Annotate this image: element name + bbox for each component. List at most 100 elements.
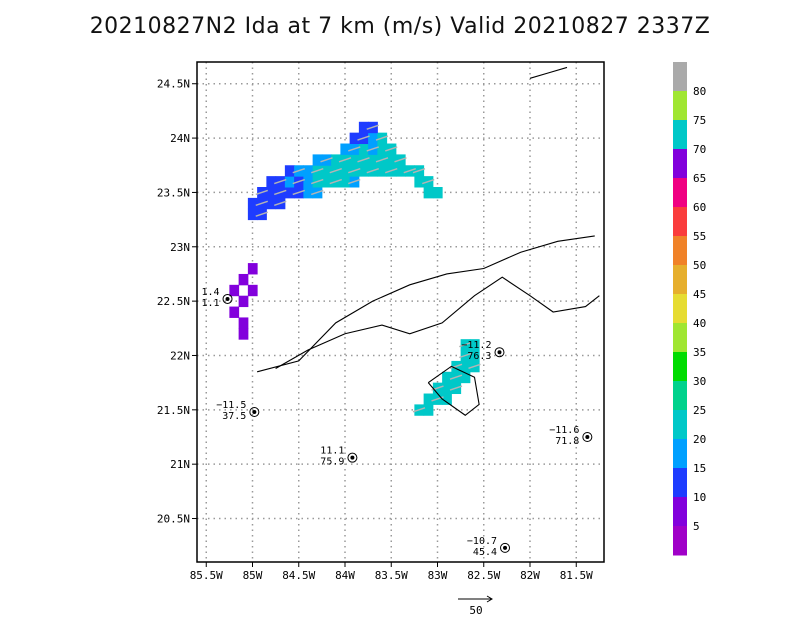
colorbar-label: 10 bbox=[693, 491, 706, 504]
colorbar-segment bbox=[673, 120, 687, 150]
isle-coast bbox=[427, 365, 480, 416]
coastline bbox=[256, 66, 600, 416]
wind-vector bbox=[449, 363, 463, 370]
colorbar-label: 15 bbox=[693, 462, 706, 475]
colorbar-segment bbox=[673, 62, 687, 92]
velocity-cell bbox=[247, 197, 258, 210]
velocity-cell bbox=[266, 176, 277, 188]
velocity-cell bbox=[238, 317, 249, 329]
wind-vector bbox=[320, 157, 333, 163]
keys-coast bbox=[529, 66, 568, 79]
colorbar-label: 30 bbox=[693, 375, 706, 388]
colorbar-segment bbox=[673, 468, 687, 498]
velocity-cell bbox=[460, 371, 471, 384]
velocity-cell bbox=[469, 350, 480, 362]
obs-top: −11.5 bbox=[216, 400, 246, 411]
wind-vector bbox=[459, 341, 472, 348]
colorbar-segment bbox=[673, 207, 687, 237]
wind-vector bbox=[348, 146, 361, 152]
velocity-cell bbox=[358, 165, 369, 177]
wind-vector bbox=[329, 168, 342, 174]
station-dot bbox=[252, 410, 257, 414]
velocity-cell bbox=[349, 132, 360, 145]
velocity-cell bbox=[423, 187, 434, 199]
plot-frame bbox=[196, 61, 605, 563]
velocity-cell bbox=[247, 208, 258, 221]
colorbar-label: 45 bbox=[693, 288, 706, 301]
observation: 1.41.1 bbox=[201, 287, 233, 309]
obs-bottom: 76.3 bbox=[467, 351, 491, 362]
x-tick-label: 82W bbox=[520, 569, 540, 582]
velocity-cells bbox=[229, 121, 481, 416]
station-ring bbox=[582, 432, 593, 442]
y-tick-label: 24.5N bbox=[157, 78, 190, 91]
wind-vector bbox=[375, 135, 389, 141]
obs-bottom: 1.1 bbox=[201, 298, 219, 309]
velocity-cell bbox=[284, 176, 295, 188]
station-ring bbox=[347, 452, 358, 463]
velocity-cell bbox=[368, 132, 378, 145]
wind-vector bbox=[348, 178, 361, 185]
observation: −10.745.4 bbox=[467, 536, 511, 558]
colorbar-label: 75 bbox=[693, 114, 706, 127]
velocity-cell bbox=[321, 176, 332, 188]
station-dot bbox=[350, 455, 355, 460]
y-tick-label: 24N bbox=[170, 132, 190, 145]
wind-vector bbox=[329, 178, 342, 185]
wind-vector bbox=[255, 211, 268, 217]
velocity-cell bbox=[238, 295, 249, 308]
colorbar-segment bbox=[673, 294, 687, 324]
velocity-cell bbox=[247, 263, 258, 275]
obs-bottom: 75.9 bbox=[320, 457, 344, 468]
velocity-cell bbox=[321, 165, 332, 177]
wind-vector bbox=[403, 168, 416, 174]
axes: 85.5W 85W 84.5W 84W 83.5W 83W 82.5W 82W 81.5W 20.… bbox=[157, 61, 605, 582]
station-dot bbox=[497, 350, 502, 355]
wind-vector bbox=[468, 363, 481, 370]
wind-vector bbox=[348, 168, 361, 174]
wind-vector bbox=[311, 189, 324, 196]
wind-vector bbox=[292, 178, 305, 185]
observation: 11.175.9 bbox=[320, 446, 358, 468]
velocity-cell bbox=[303, 187, 314, 199]
coast-north bbox=[256, 235, 595, 373]
velocity-cell bbox=[238, 273, 249, 286]
x-tick-label: 82.5W bbox=[467, 569, 500, 582]
reference-vector: 50 bbox=[458, 595, 493, 617]
velocity-cell bbox=[266, 197, 277, 210]
station-ring bbox=[222, 293, 233, 304]
wind-vector bbox=[385, 146, 398, 152]
velocity-cell bbox=[238, 328, 249, 340]
y-tick-label: 22N bbox=[170, 349, 190, 362]
wind-vector bbox=[338, 157, 352, 163]
colorbar-segment bbox=[673, 352, 687, 382]
velocity-cell bbox=[340, 165, 351, 177]
velocity-cell bbox=[247, 284, 258, 297]
y-tick-label: 23N bbox=[170, 241, 190, 254]
colorbar-segment bbox=[673, 236, 687, 266]
velocity-cell bbox=[349, 154, 360, 166]
colorbar-label: 55 bbox=[693, 230, 706, 243]
station-dot bbox=[585, 435, 590, 439]
west-blob bbox=[229, 263, 258, 340]
velocity-cell bbox=[358, 143, 369, 155]
map-layer bbox=[197, 62, 604, 562]
wind-vector bbox=[449, 385, 463, 391]
wind-vector bbox=[366, 124, 379, 130]
obs-top: −10.7 bbox=[467, 536, 497, 547]
obs-bottom: 37.5 bbox=[222, 411, 246, 422]
reference-arrowhead bbox=[486, 595, 493, 603]
velocity-cell bbox=[377, 143, 388, 155]
colorbar-segment bbox=[673, 497, 687, 527]
wind-vector bbox=[274, 189, 287, 196]
colorbar-segment bbox=[673, 323, 687, 353]
colorbar-segment bbox=[673, 410, 687, 440]
wind-vector bbox=[292, 168, 305, 174]
velocity-cell bbox=[303, 165, 314, 177]
velocity-cell bbox=[312, 154, 323, 166]
coast-south bbox=[275, 276, 600, 369]
wind-vector bbox=[357, 135, 370, 141]
colorbar-label: 40 bbox=[693, 317, 706, 330]
x-tick-label: 85W bbox=[243, 569, 263, 582]
obs-top: 1.4 bbox=[201, 287, 219, 298]
